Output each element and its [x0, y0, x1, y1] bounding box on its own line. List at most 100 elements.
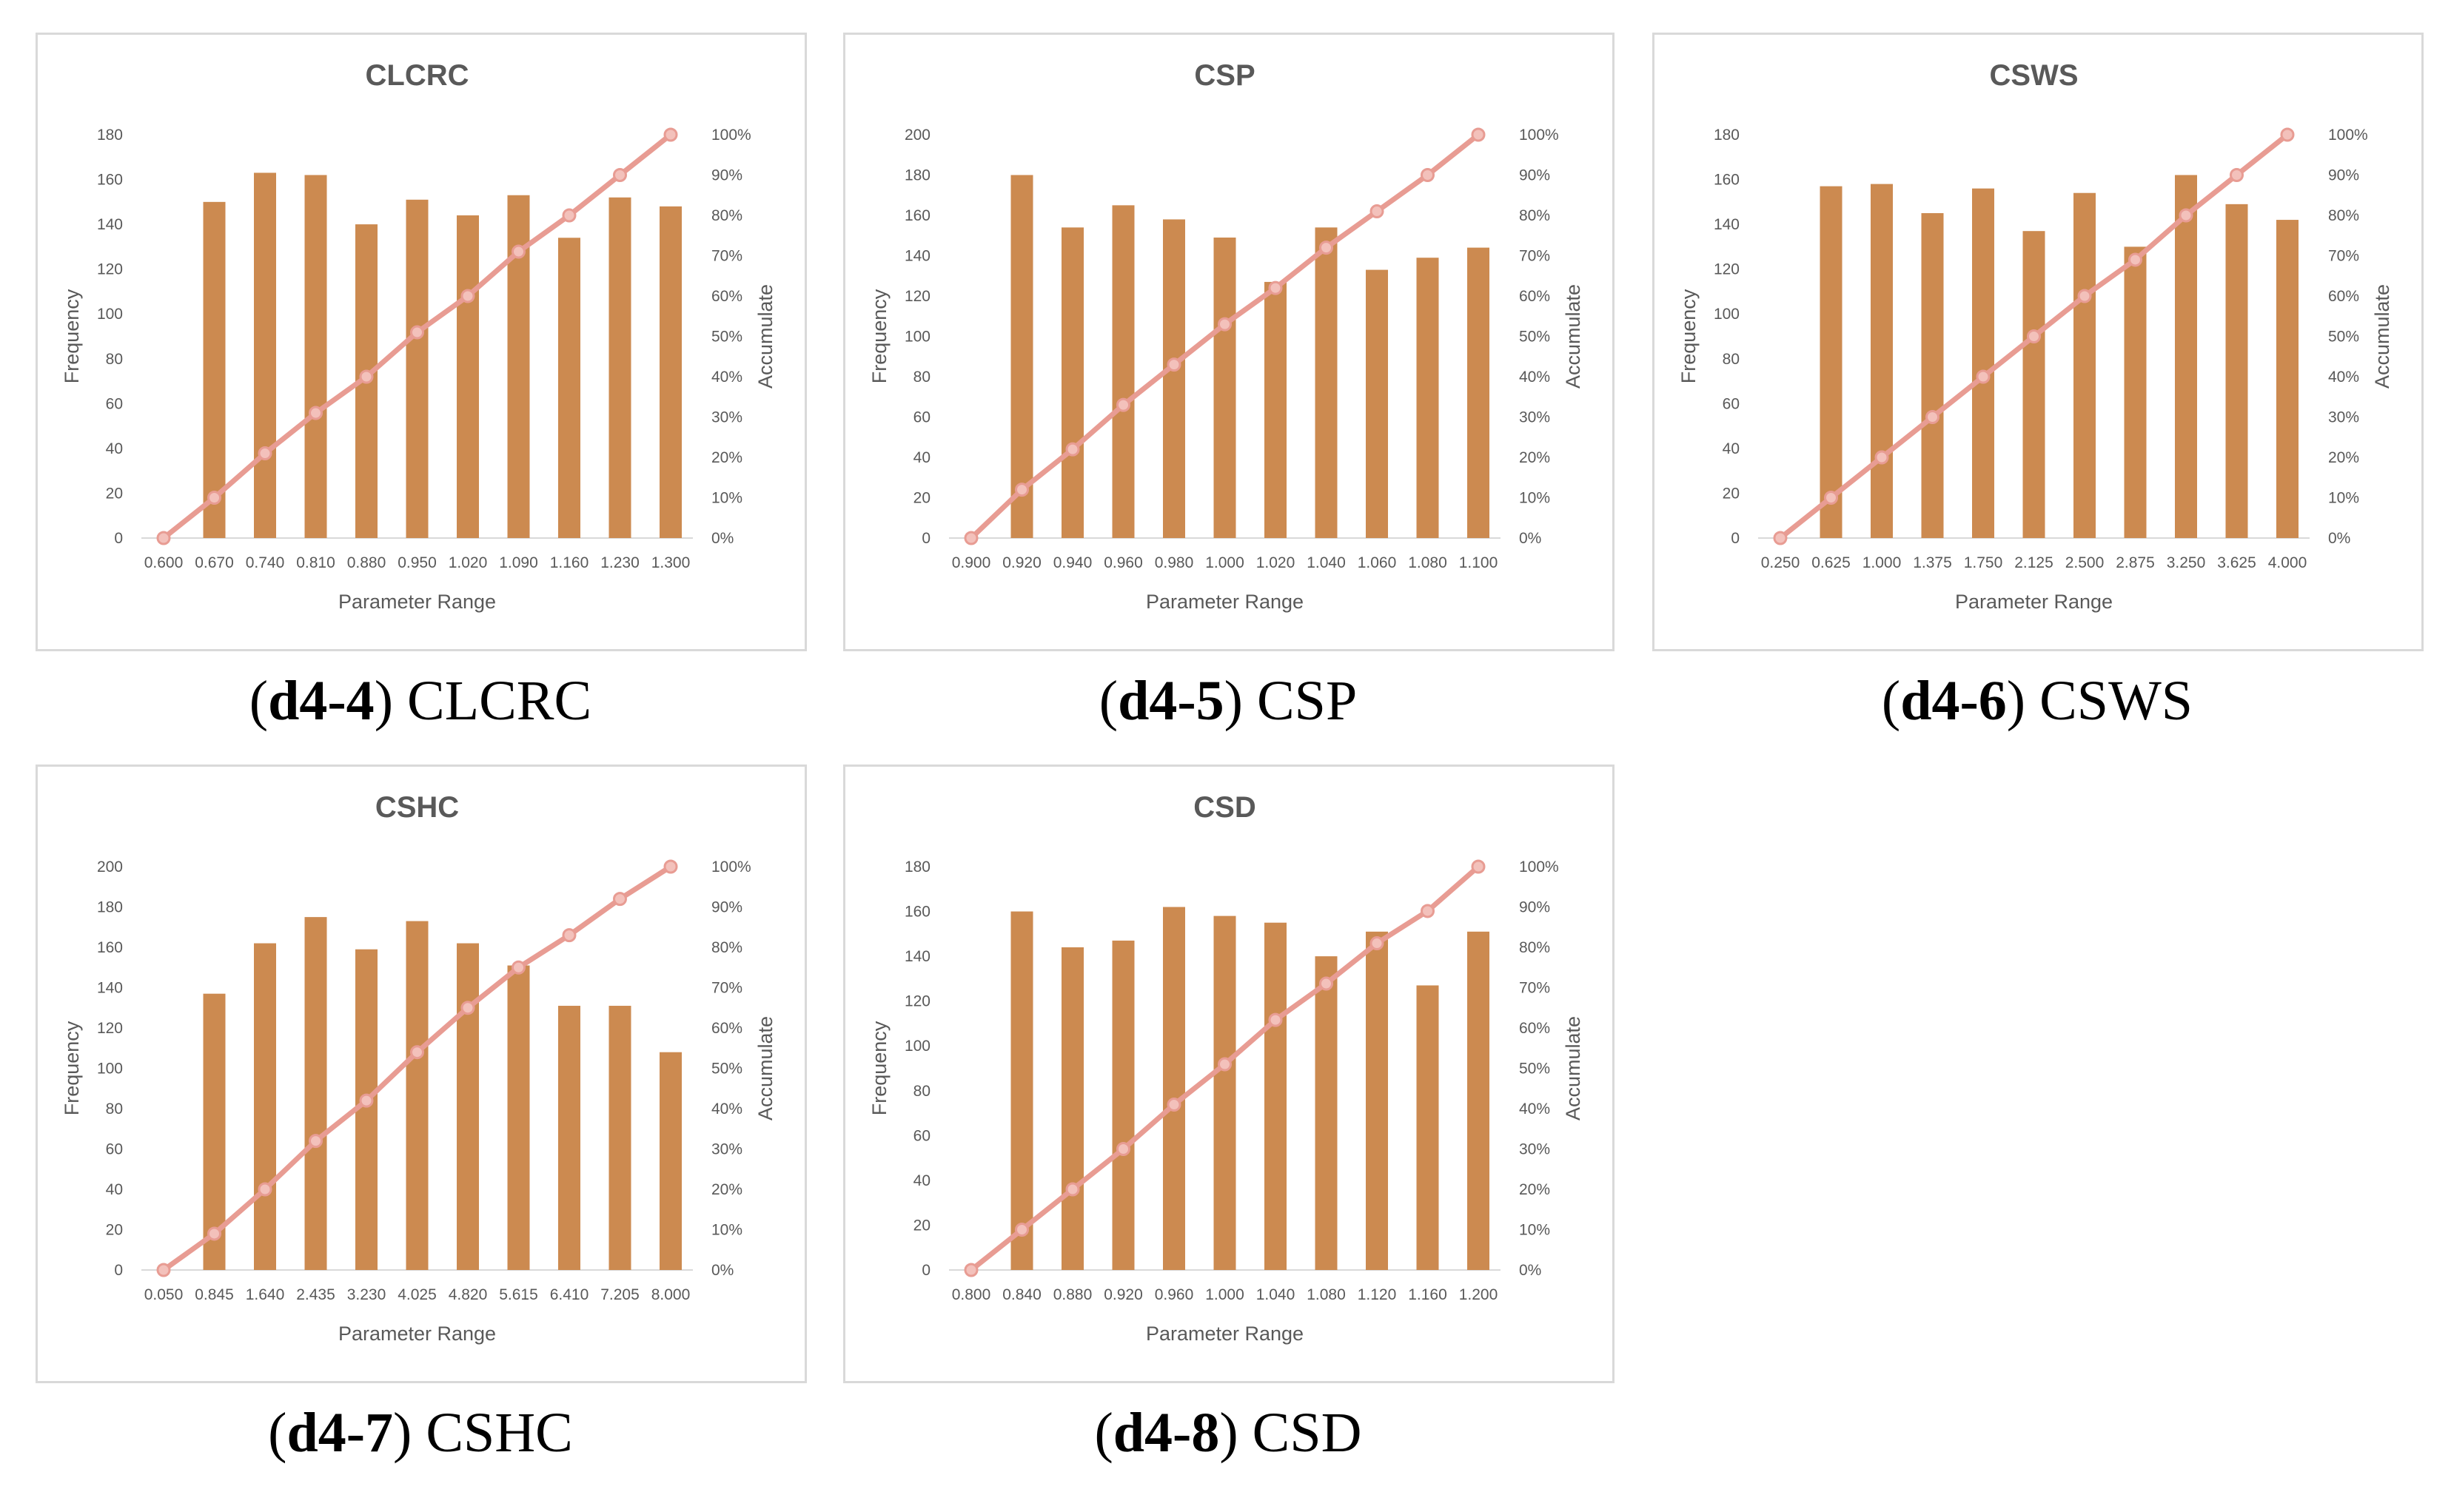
accumulate-point — [1065, 442, 1080, 457]
caption-name: CLCRC — [407, 670, 592, 732]
bar — [304, 175, 327, 538]
y2-tick-label: 50% — [711, 1061, 742, 1078]
bar — [1163, 219, 1185, 538]
y-tick-label: 20 — [1723, 485, 1740, 502]
caption-name: CSD — [1252, 1402, 1362, 1464]
chart-panel-csd: CSD 0 20 40 60 80 100 120 140 160 180 0% 10% 20% 30% 40… — [843, 765, 1615, 1512]
accumulate-point — [964, 1263, 979, 1277]
y2-tick-label: 90% — [1519, 167, 1550, 184]
y-tick-label: 180 — [1714, 127, 1740, 144]
y2-tick-label: 90% — [2328, 167, 2359, 184]
bar — [2124, 246, 2147, 538]
y-tick-label: 40 — [106, 440, 123, 457]
y2-tick-label: 100% — [2328, 127, 2368, 144]
accumulate-point — [562, 928, 577, 943]
x-tick-label: 0.800 — [952, 1286, 991, 1303]
y2-tick-label: 60% — [1519, 288, 1550, 305]
y-tick-label: 60 — [913, 1127, 931, 1144]
figure-caption: (d4-4) CLCRC — [249, 670, 592, 732]
x-tick-label: 0.880 — [1053, 1286, 1093, 1303]
x-tick-label: 3.625 — [2217, 554, 2256, 571]
chart-panel-clcrc: CLCRC 0 20 40 60 80 100 120 140 160 180 0% 10% 20% 30%… — [36, 33, 807, 780]
y2-tick-label: 30% — [1519, 1141, 1550, 1158]
y-axis-label: Frequency — [868, 1021, 891, 1115]
y-tick-label: 200 — [97, 859, 123, 876]
y2-axis-label: Accumulate — [1562, 284, 1584, 389]
x-tick-label: 7.205 — [600, 1286, 640, 1303]
x-tick-label: 1.375 — [1913, 554, 1952, 571]
x-tick-label: 1.100 — [1459, 554, 1498, 571]
y2-tick-label: 0% — [1519, 530, 1541, 547]
accumulate-point — [1167, 1098, 1181, 1112]
x-tick-label: 1.090 — [499, 554, 538, 571]
chart-frame: CSWS 0 20 40 60 80 100 120 140 160 180 0% 10% 20% 30% 4… — [1652, 33, 2424, 651]
x-tick-label: 3.230 — [347, 1286, 386, 1303]
y2-tick-label: 10% — [2328, 490, 2359, 507]
accumulate-point — [1976, 369, 1991, 384]
x-tick-label: 1.020 — [1256, 554, 1295, 571]
accumulate-point — [1116, 397, 1130, 412]
y2-tick-label: 40% — [1519, 1101, 1550, 1118]
accumulate-point — [512, 960, 526, 975]
y-tick-label: 40 — [1723, 440, 1740, 457]
x-tick-label: 1.000 — [1205, 1286, 1244, 1303]
chart-panel-csws: CSWS 0 20 40 60 80 100 120 140 160 180 0% 10% 20% 30% 4… — [1652, 33, 2424, 780]
accumulate-point — [156, 1263, 171, 1277]
y2-tick-label: 20% — [2328, 449, 2359, 466]
y-tick-label: 80 — [1723, 351, 1740, 368]
caption-label: d4-4 — [268, 670, 375, 732]
y2-tick-label: 70% — [1519, 248, 1550, 265]
x-tick-label: 0.600 — [144, 554, 184, 571]
caption-label: d4-8 — [1113, 1402, 1220, 1464]
y-tick-label: 120 — [97, 261, 123, 278]
chart-csp: CSP 0 20 40 60 80 100 120 140 160 180 200 0% 10% 20% 30… — [868, 59, 1584, 613]
x-tick-label: 0.810 — [296, 554, 335, 571]
bar — [1366, 269, 1388, 538]
y2-tick-label: 70% — [1519, 980, 1550, 997]
y2-tick-label: 70% — [711, 248, 742, 265]
chart-title: CSHC — [375, 791, 459, 824]
y-tick-label: 80 — [106, 351, 123, 368]
y-tick-label: 80 — [913, 369, 931, 386]
bar — [558, 1006, 580, 1270]
accumulate-point — [2077, 289, 2092, 303]
y2-tick-label: 20% — [711, 1181, 742, 1198]
y-tick-label: 40 — [913, 449, 931, 466]
y-tick-label: 160 — [97, 172, 123, 189]
x-tick-label: 2.875 — [2116, 554, 2155, 571]
x-axis-label: Parameter Range — [338, 591, 496, 613]
bar — [1416, 258, 1439, 538]
accumulate-point — [613, 892, 627, 907]
x-tick-label: 0.050 — [144, 1286, 184, 1303]
x-axis-label: Parameter Range — [1146, 1323, 1304, 1345]
accumulate-point — [2179, 208, 2193, 223]
x-tick-label: 1.120 — [1358, 1286, 1397, 1303]
x-axis-label: Parameter Range — [1146, 591, 1304, 613]
y2-tick-label: 0% — [711, 530, 734, 547]
y-tick-label: 100 — [1714, 306, 1740, 323]
caption-name: CSWS — [2039, 670, 2193, 732]
x-tick-label: 0.625 — [1811, 554, 1851, 571]
bar — [1820, 186, 1843, 538]
bar — [304, 917, 327, 1270]
x-tick-label: 1.060 — [1358, 554, 1397, 571]
accumulate-point — [309, 1134, 323, 1149]
bar — [406, 921, 429, 1270]
caption-label: d4-6 — [1900, 670, 2007, 732]
y-tick-label: 60 — [106, 1141, 123, 1158]
x-tick-label: 0.670 — [195, 554, 234, 571]
chart-csd: CSD 0 20 40 60 80 100 120 140 160 180 0% 10% 20% 30% 40… — [868, 791, 1584, 1345]
bar — [2276, 220, 2299, 538]
y-tick-label: 60 — [106, 395, 123, 412]
accumulate-point — [410, 325, 424, 340]
accumulate-point — [1471, 127, 1486, 142]
x-tick-label: 2.125 — [2014, 554, 2053, 571]
y-tick-label: 120 — [1714, 261, 1740, 278]
y-tick-label: 0 — [1731, 530, 1740, 547]
chart-panel-cshc: CSHC 0 20 40 60 80 100 120 140 160 180 200 0% 10% 20% 3… — [36, 765, 807, 1512]
chart-frame: CLCRC 0 20 40 60 80 100 120 140 160 180 0% 10% 20% 30%… — [36, 33, 807, 651]
y2-axis-label: Accumulate — [1562, 1016, 1584, 1120]
y-tick-label: 80 — [106, 1101, 123, 1118]
y-tick-label: 140 — [905, 248, 931, 265]
y2-tick-label: 30% — [1519, 409, 1550, 426]
